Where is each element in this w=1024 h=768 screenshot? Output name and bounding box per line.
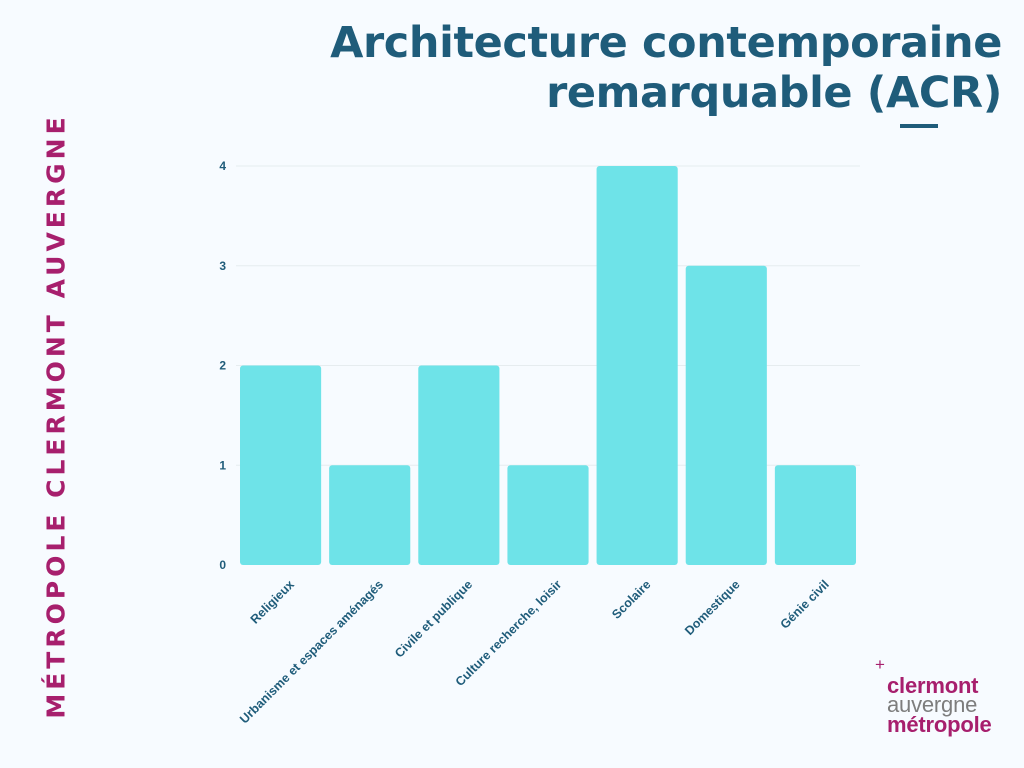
title-line-1: Architecture contemporaine xyxy=(330,18,1002,68)
x-tick-label: Urbanisme et espaces aménagés xyxy=(237,577,386,726)
page-title: Architecture contemporaine remarquable (… xyxy=(282,18,1002,118)
bar xyxy=(596,166,678,565)
bar xyxy=(774,465,856,565)
clermont-auvergne-metropole-logo: + clermont auvergne métropole xyxy=(872,656,1012,746)
x-tick-label: Domestique xyxy=(682,577,743,638)
bar xyxy=(685,265,767,565)
y-tick-labels: 0 1 2 3 4 xyxy=(219,159,226,572)
y-tick-label: 3 xyxy=(219,259,226,273)
logo-line-auvergne: auvergne xyxy=(887,692,978,717)
y-tick-label: 4 xyxy=(219,159,226,173)
y-tick-label: 0 xyxy=(219,558,226,572)
bar xyxy=(418,365,500,565)
bar xyxy=(240,365,322,565)
x-tick-label: Religieux xyxy=(248,577,297,626)
bar xyxy=(329,465,411,565)
logo-plus-icon: + xyxy=(875,655,885,674)
y-tick-label: 2 xyxy=(219,359,226,373)
title-underline xyxy=(900,124,938,128)
logo-line-clermont: clermont xyxy=(887,673,979,698)
bar xyxy=(507,465,589,565)
x-tick-label: Culture recherche, loisir xyxy=(453,577,565,689)
x-tick-label: Génie civil xyxy=(778,577,832,631)
logo-line-metropole: métropole xyxy=(887,712,992,737)
x-tick-label: Scolaire xyxy=(609,577,653,621)
y-tick-label: 1 xyxy=(219,458,226,472)
x-tick-label: Civile et publique xyxy=(392,577,475,660)
bars xyxy=(240,166,856,565)
title-line-2: remarquable (ACR) xyxy=(546,68,1002,118)
